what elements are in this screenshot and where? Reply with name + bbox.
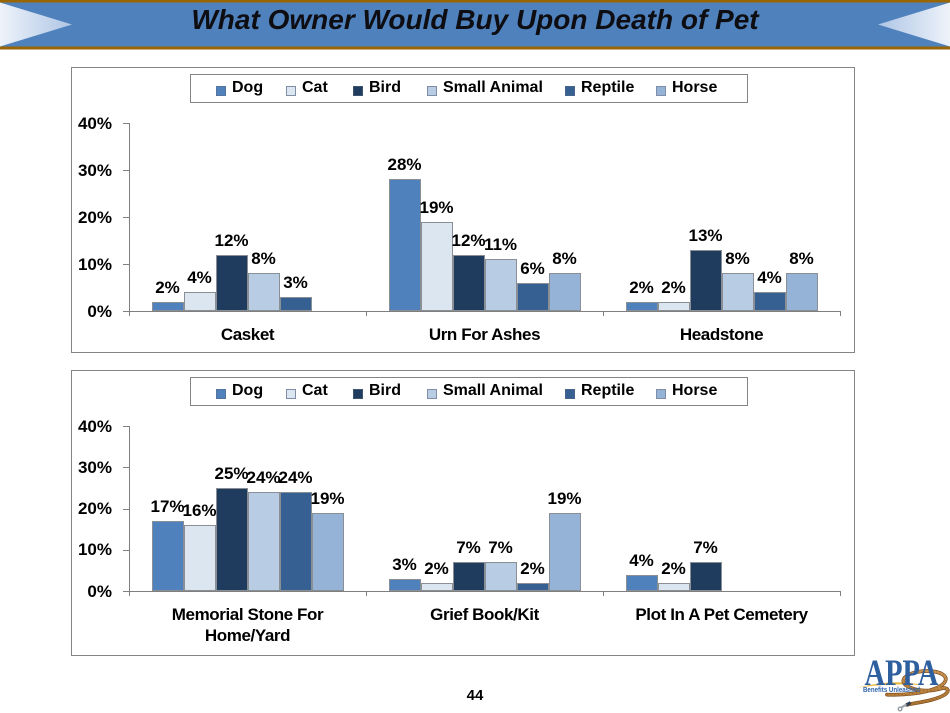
svg-text:APPA: APPA xyxy=(865,653,939,694)
svg-text:Benefits Unleashed: Benefits Unleashed xyxy=(863,685,920,694)
